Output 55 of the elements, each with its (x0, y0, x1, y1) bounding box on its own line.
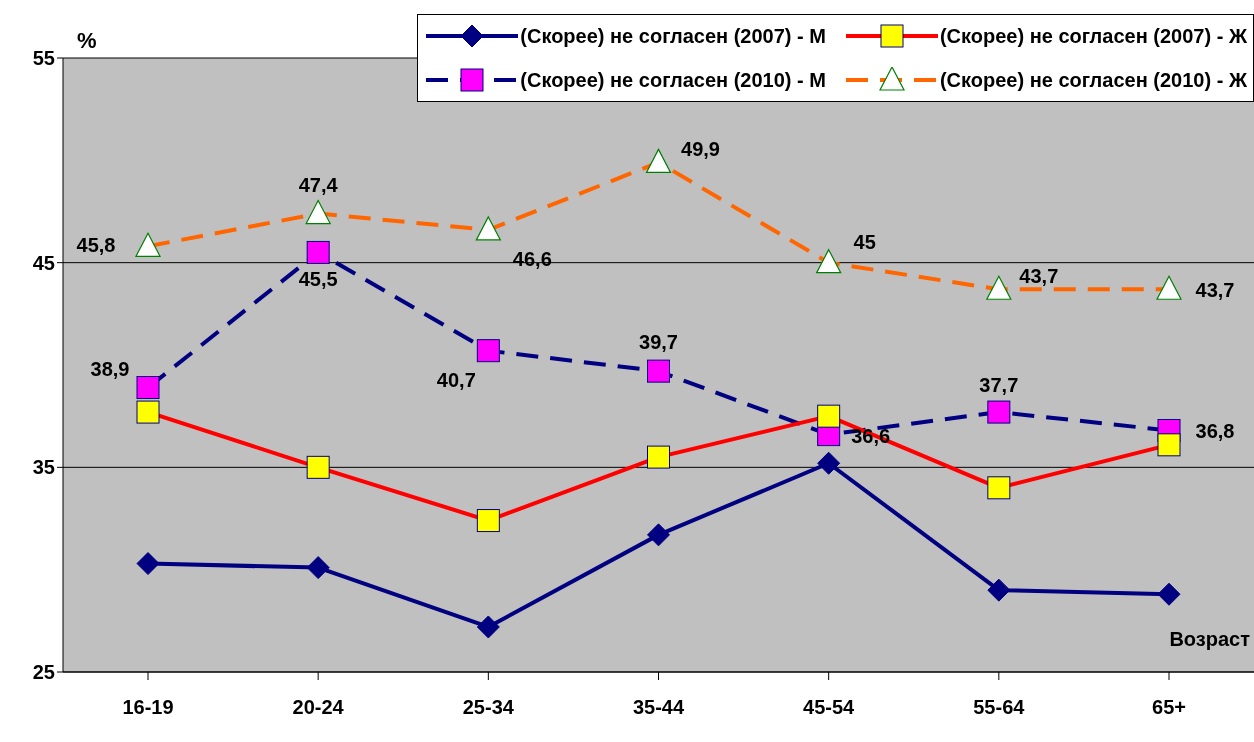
x-tick-label: 55-64 (973, 696, 1026, 719)
point (306, 556, 330, 580)
point (136, 552, 160, 576)
data-label: 37,7 (979, 374, 1019, 397)
point (645, 148, 672, 173)
point (987, 578, 1011, 602)
point (987, 476, 1011, 500)
point (987, 400, 1011, 424)
data-label: 43,7 (1195, 279, 1235, 302)
legend-label: (Скорее) не согласен (2010) - М (520, 68, 826, 92)
legend-label: (Скорее) не согласен (2010) - Ж (939, 68, 1247, 92)
data-label: 36,8 (1195, 420, 1235, 443)
data-label: 45 (853, 230, 876, 253)
point (817, 404, 841, 428)
data-label: 47,4 (298, 173, 339, 196)
point (136, 400, 160, 424)
legend-label: (Скорее) не согласен (2007) - Ж (939, 24, 1247, 48)
point (647, 523, 670, 547)
point (1156, 275, 1182, 300)
x-tick-label: 65+ (1152, 696, 1186, 719)
data-label: 45,5 (298, 268, 338, 291)
point (1157, 582, 1181, 606)
point (647, 359, 670, 383)
y-tick-label: 45 (32, 251, 55, 274)
point (1157, 433, 1181, 457)
x-tick-label: 25-34 (462, 696, 515, 719)
data-label: 49,9 (681, 138, 720, 161)
x-tick-label: 45-54 (803, 696, 856, 719)
data-label: 43,7 (1019, 265, 1059, 288)
point (986, 275, 1012, 300)
point (475, 216, 501, 241)
point (476, 339, 500, 363)
legend-label: (Скорее) не согласен (2007) - М (520, 24, 826, 48)
point (647, 445, 670, 469)
point (135, 232, 161, 257)
point (136, 376, 160, 400)
x-axis-title: Возраст (1169, 628, 1250, 651)
point (306, 240, 330, 264)
data-label: 40,7 (436, 368, 476, 391)
point (476, 615, 500, 639)
x-tick-label: 20-24 (292, 696, 345, 719)
data-label: 39,7 (639, 331, 678, 354)
y-tick-label: 35 (32, 456, 55, 479)
x-tick-label: 35-44 (632, 696, 685, 719)
x-tick-label: 16-19 (122, 696, 174, 719)
y-tick-label: 55 (32, 47, 55, 70)
point (305, 199, 331, 225)
point (306, 455, 330, 479)
y-tick-label: 25 (32, 661, 55, 684)
data-label: 38,9 (90, 357, 130, 380)
y-axis-title: % (77, 28, 97, 54)
point (476, 509, 500, 533)
point (817, 451, 841, 475)
data-label: 45,8 (76, 234, 116, 257)
point (816, 249, 842, 274)
